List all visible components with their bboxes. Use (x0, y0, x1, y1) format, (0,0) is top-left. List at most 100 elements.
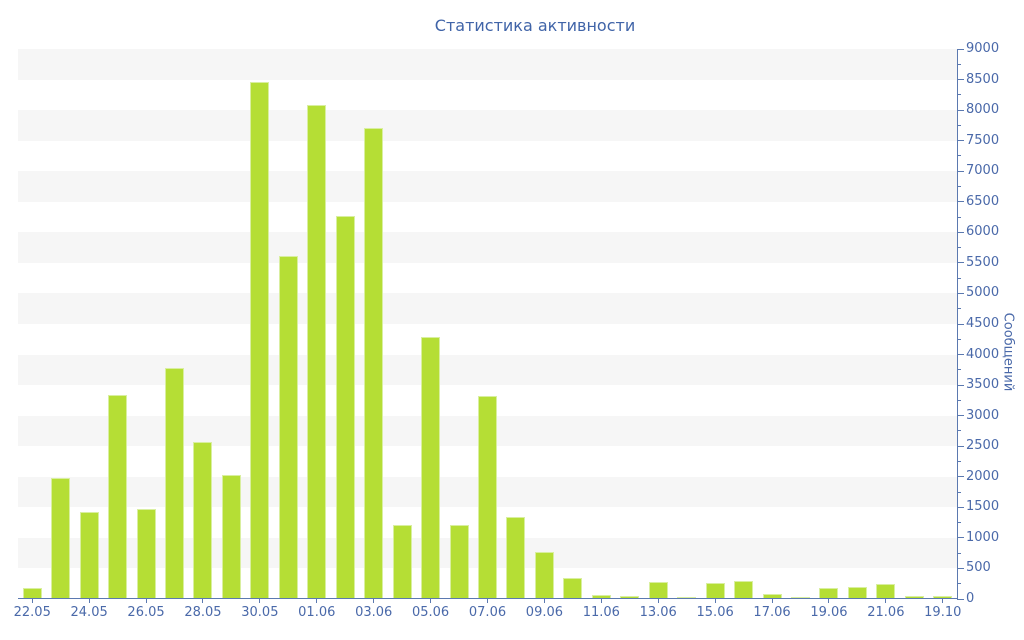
bar-day-10[interactable] (278, 255, 298, 598)
bar-03.06[interactable] (364, 128, 384, 598)
bar-day-20[interactable] (563, 577, 583, 598)
bar-22.05[interactable] (22, 587, 42, 598)
grid-stripe (18, 324, 957, 355)
x-axis-tick-label: 19.10 (924, 605, 962, 620)
y-minor-tick (957, 491, 961, 493)
y-major-tick (957, 201, 964, 203)
y-axis-tick-label: 7500 (966, 132, 1000, 148)
x-axis-tick (942, 599, 944, 603)
x-axis-tick-label: 19.06 (810, 605, 848, 620)
y-major-tick (957, 262, 964, 264)
grid-stripe (18, 110, 957, 141)
y-axis-tick-label: 1000 (966, 529, 1000, 545)
bar-day-24[interactable] (677, 596, 697, 598)
y-major-tick (957, 292, 964, 294)
y-axis-tick-label: 3000 (966, 407, 1000, 423)
y-major-tick (957, 506, 964, 508)
y-axis-title: Сообщений (1000, 312, 1016, 392)
x-axis-tick (145, 599, 147, 603)
bar-day-4[interactable] (108, 395, 128, 598)
grid-stripe (18, 49, 957, 80)
x-axis-tick (316, 599, 318, 603)
bar-21.06[interactable] (876, 584, 896, 598)
x-axis-tick (88, 599, 90, 603)
x-axis-tick (373, 599, 375, 603)
bar-day-2[interactable] (51, 478, 71, 598)
bar-17.06[interactable] (762, 594, 782, 598)
plot-area[interactable]: 0 500 1000 1500 2000 2500 3000 3500 4000 4500 5000… (14, 41, 999, 620)
y-minor-tick (957, 308, 961, 310)
x-axis-tick-label: 22.05 (13, 605, 51, 620)
y-major-tick (957, 170, 964, 172)
x-axis-tick (430, 599, 432, 603)
x-axis-tick-label: 11.06 (582, 605, 620, 620)
x-axis-tick (657, 599, 659, 603)
y-minor-tick (957, 369, 961, 371)
y-minor-tick (957, 430, 961, 432)
bar-day-12[interactable] (335, 216, 355, 598)
bar-09.06[interactable] (534, 551, 554, 598)
bar-28.05[interactable] (193, 441, 213, 598)
bar-19.10[interactable] (933, 595, 953, 598)
bar-day-18[interactable] (506, 516, 526, 598)
y-minor-tick (957, 94, 961, 96)
x-axis-tick (487, 599, 488, 603)
y-minor-tick (957, 583, 961, 585)
x-axis-tick (259, 599, 261, 603)
y-axis-tick-label: 2000 (966, 468, 1000, 484)
x-axis-tick-label: 13.06 (639, 605, 677, 620)
y-major-tick (957, 445, 964, 447)
y-minor-tick (957, 63, 961, 65)
bar-day-32[interactable] (904, 596, 924, 598)
y-axis-tick-label: 6000 (966, 224, 1000, 240)
y-minor-tick (957, 186, 961, 187)
y-axis-tick-label: 2500 (966, 438, 1000, 454)
y-axis-tick-label: 8000 (966, 102, 1000, 118)
bar-day-28[interactable] (791, 597, 810, 598)
x-axis-tick (202, 599, 204, 603)
bar-13.06[interactable] (648, 581, 668, 598)
y-axis-tick-label: 4500 (966, 316, 1000, 331)
chart-title: Статистика активности (434, 16, 636, 35)
y-minor-tick (957, 552, 961, 554)
x-axis-line (18, 598, 957, 599)
y-minor-tick (957, 216, 961, 218)
grid-stripe (18, 263, 957, 294)
y-major-tick (957, 140, 964, 142)
bar-24.05[interactable] (79, 511, 99, 598)
x-axis-tick-label: 01.06 (298, 605, 336, 620)
y-axis-tick-label: 5500 (966, 254, 1000, 270)
x-axis-tick-label: 24.05 (70, 605, 108, 620)
bar-15.06[interactable] (705, 582, 725, 598)
y-major-tick (957, 598, 964, 600)
bar-01.06[interactable] (307, 104, 327, 598)
x-axis-tick (885, 599, 887, 603)
bar-day-8[interactable] (221, 475, 241, 598)
bar-07.06[interactable] (478, 396, 497, 598)
bar-day-22[interactable] (620, 595, 640, 598)
x-axis-tick-label: 15.06 (696, 605, 734, 620)
y-minor-tick (957, 277, 961, 279)
x-axis-tick (828, 599, 830, 603)
grid-stripe (18, 232, 957, 263)
bar-19.06[interactable] (819, 588, 839, 598)
bar-day-14[interactable] (392, 525, 412, 598)
bar-day-16[interactable] (449, 525, 469, 598)
bar-26.05[interactable] (136, 509, 156, 598)
bar-day-30[interactable] (847, 587, 867, 598)
x-axis-tick (543, 599, 545, 603)
y-minor-tick (957, 247, 961, 249)
y-minor-tick (957, 522, 961, 524)
grid-stripe (18, 141, 957, 172)
bar-11.06[interactable] (591, 594, 611, 598)
bar-30.05[interactable] (250, 81, 270, 598)
bar-05.06[interactable] (421, 337, 441, 598)
grid-stripe (18, 354, 957, 386)
y-major-tick (957, 323, 964, 325)
y-axis-tick-label: 500 (966, 560, 991, 576)
y-axis-tick-label: 6500 (966, 193, 1000, 209)
bar-day-6[interactable] (165, 368, 184, 598)
bar-day-26[interactable] (734, 580, 754, 598)
x-axis-tick-label: 21.06 (867, 605, 905, 620)
x-axis-tick (714, 599, 716, 603)
